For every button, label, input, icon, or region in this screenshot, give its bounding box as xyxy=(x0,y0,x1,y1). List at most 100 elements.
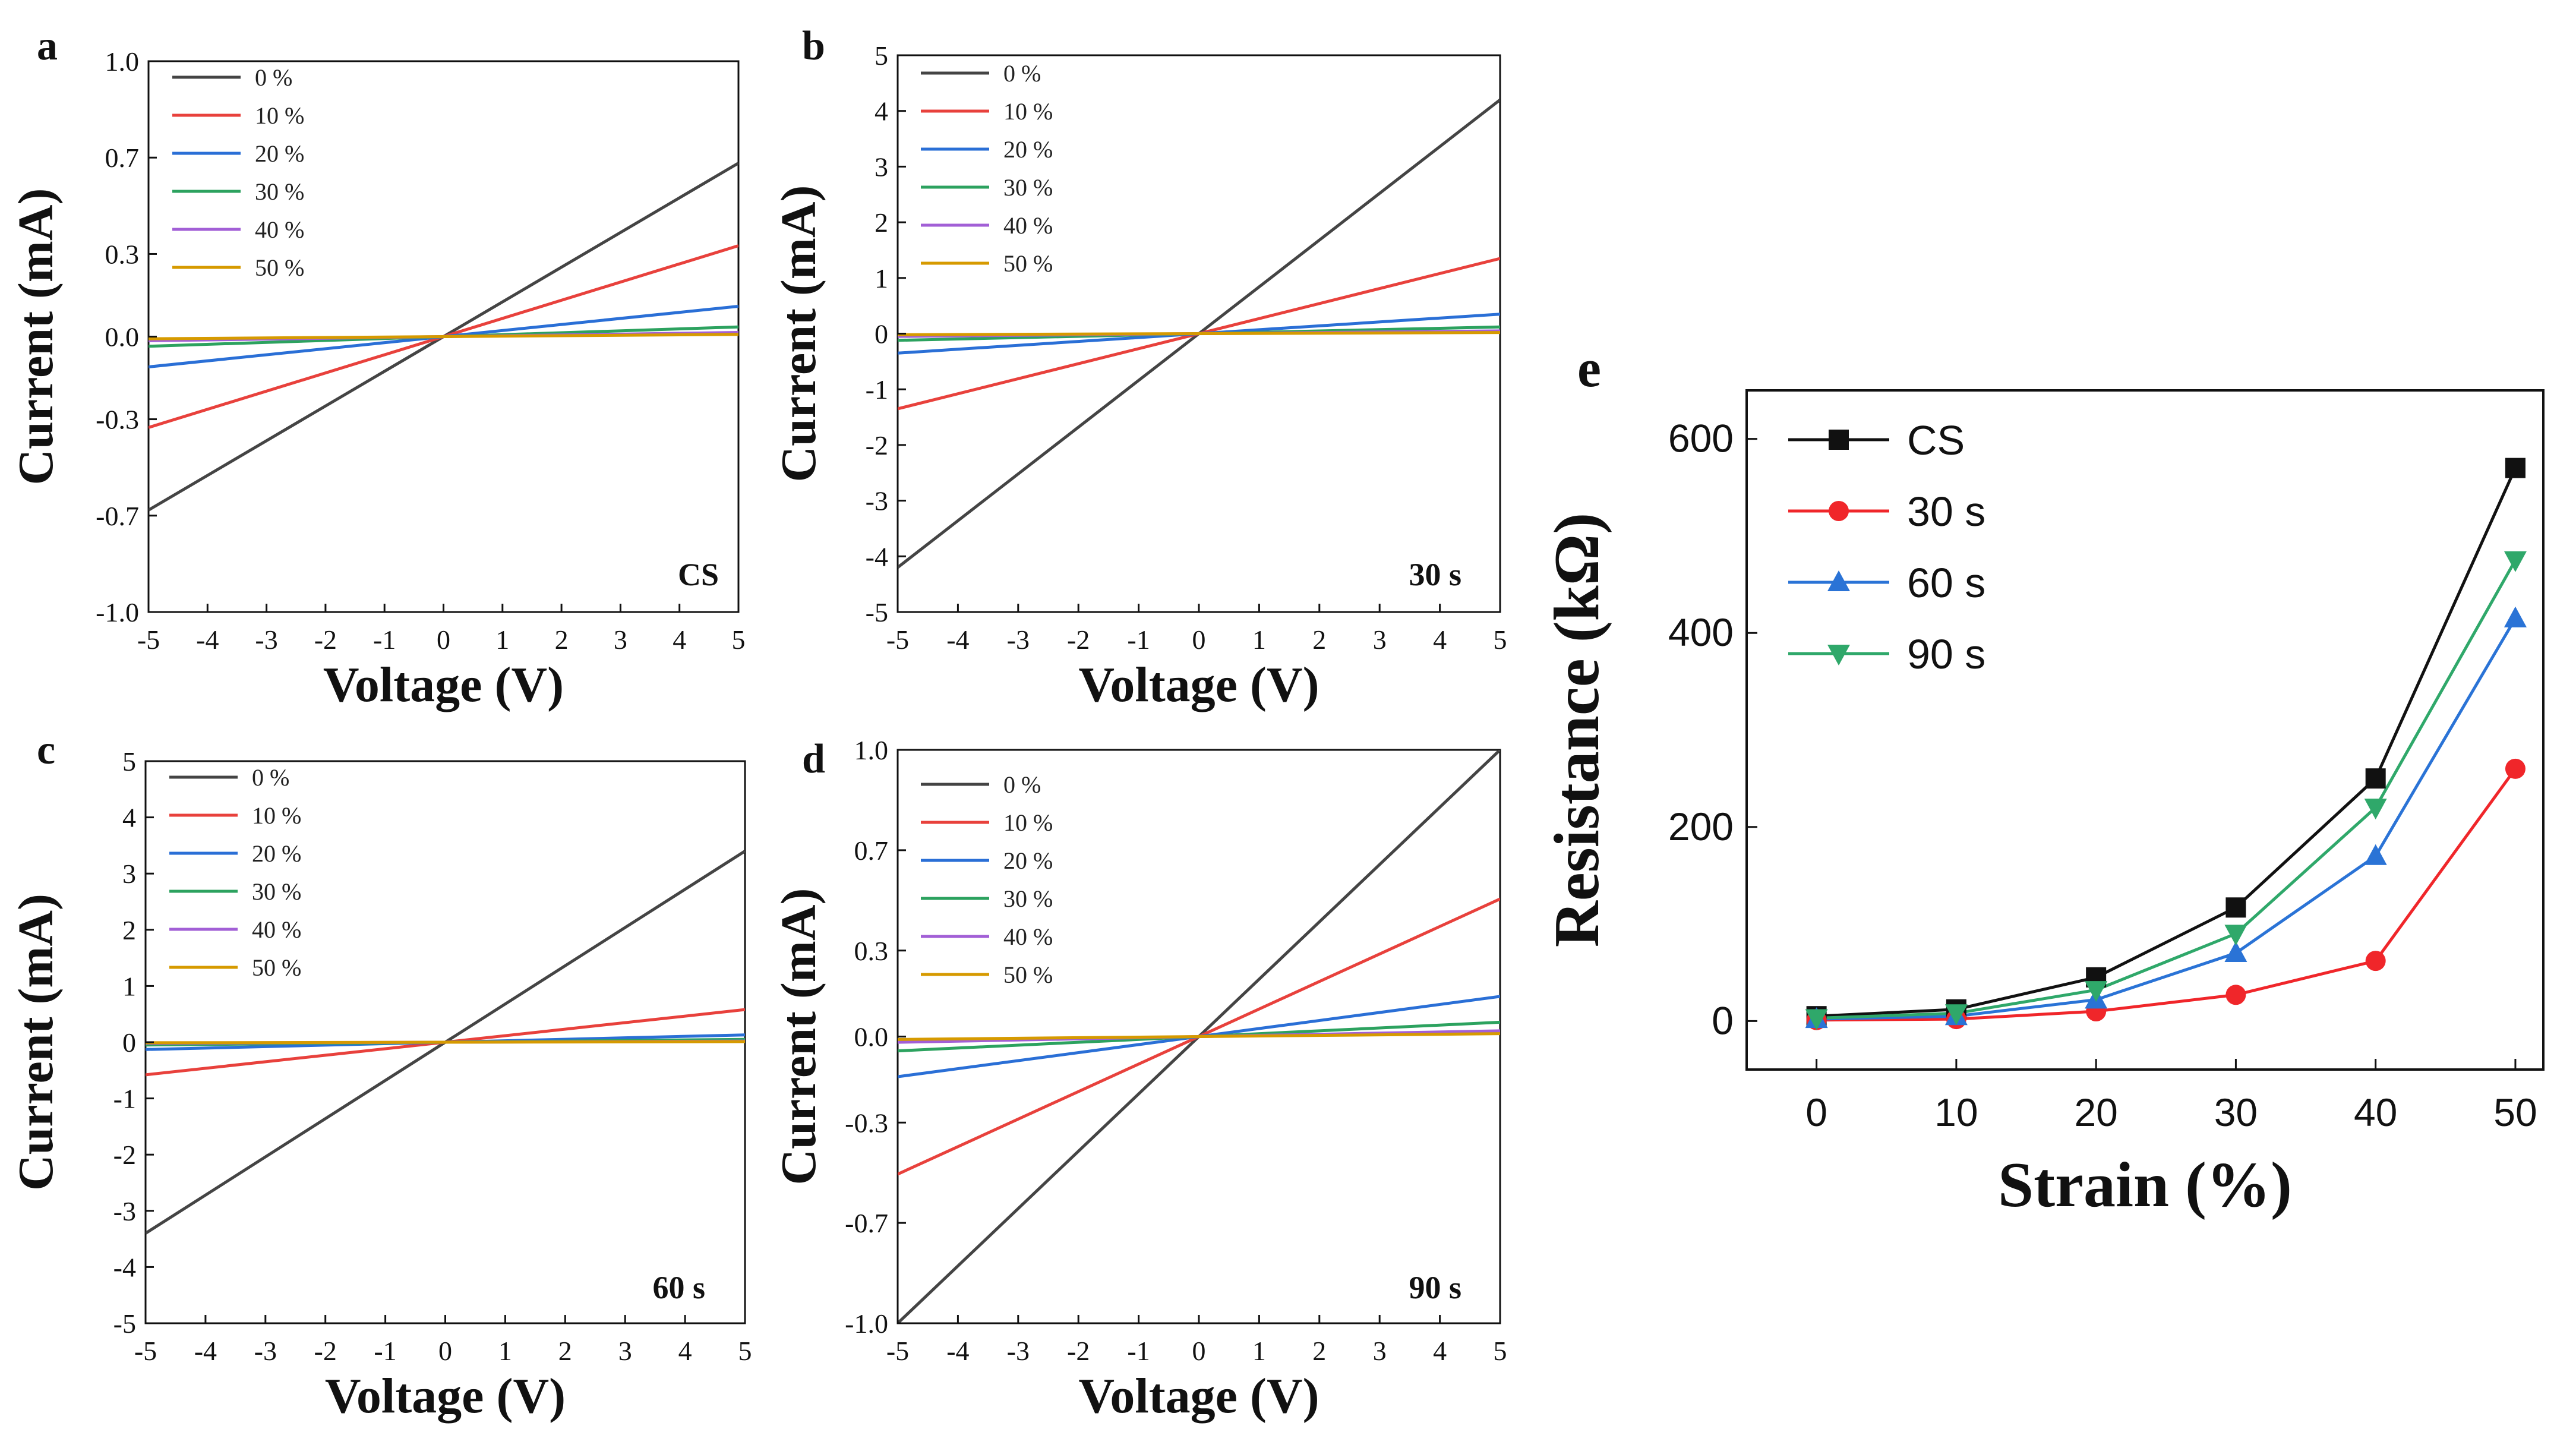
y-tick-label: -5 xyxy=(866,597,888,627)
x-tick-label: 5 xyxy=(1494,1336,1507,1366)
y-tick-label: 0 xyxy=(875,319,888,349)
x-tick-label: 4 xyxy=(1433,624,1447,655)
data-point-e-2-3 xyxy=(2224,941,2247,963)
legend-label: CS xyxy=(1907,417,1965,463)
legend: CS 30 s 60 s 90 s xyxy=(1788,417,1985,677)
x-tick-label: -3 xyxy=(1007,1336,1030,1366)
y-tick-label: 1 xyxy=(122,971,136,1001)
legend-label: 10 % xyxy=(1003,98,1053,125)
series-line-e-0 xyxy=(1816,467,2517,1018)
x-tick-label: -4 xyxy=(946,1336,969,1366)
legend-marker xyxy=(1827,570,1850,591)
panel-annotation: 60 s xyxy=(652,1270,705,1305)
series-line-b-5 xyxy=(898,331,1500,336)
legend-label: 60 s xyxy=(1907,560,1985,606)
y-tick-label: 4 xyxy=(875,96,888,127)
y-tick-label: 0.3 xyxy=(105,239,140,269)
data-point-e-3-2 xyxy=(2085,981,2108,1002)
legend-label: 0 % xyxy=(1003,771,1041,798)
y-tick-label: -2 xyxy=(113,1140,136,1170)
series-group xyxy=(149,162,738,512)
legend-label: 10 % xyxy=(252,802,301,829)
series-line-e-3 xyxy=(1816,559,2517,1020)
x-tick-label: 2 xyxy=(1312,624,1326,655)
y-tick-label: -1.0 xyxy=(845,1308,888,1339)
y-tick-label: -3 xyxy=(113,1196,136,1226)
x-tick-label: 0 xyxy=(1805,1090,1827,1134)
y-tick-label: 1 xyxy=(875,263,888,294)
legend-marker xyxy=(1827,645,1850,665)
y-tick-label: -0.3 xyxy=(96,405,139,435)
y-tick-label: 0.0 xyxy=(854,1022,889,1052)
x-tick-label: 0 xyxy=(438,1336,452,1366)
y-tick-label: 4 xyxy=(122,803,136,833)
x-tick-label: 0 xyxy=(437,624,450,655)
legend-label: 50 % xyxy=(1003,961,1053,988)
legend-label: 40 % xyxy=(255,216,304,243)
y-tick-label: -3 xyxy=(866,486,888,516)
legend-label: 30 % xyxy=(1003,885,1053,912)
y-axis-label: Current (mA) xyxy=(771,185,826,482)
x-tick-label: -2 xyxy=(314,1336,337,1366)
series-group xyxy=(898,98,1500,569)
y-tick-label: 5 xyxy=(875,40,888,71)
legend-label: 40 % xyxy=(252,916,301,943)
x-tick-label: -5 xyxy=(134,1336,157,1366)
series-line-d-5 xyxy=(898,1032,1500,1041)
legend-label: 50 % xyxy=(1003,250,1053,277)
legend-label: 50 % xyxy=(252,954,301,981)
x-tick-label: -1 xyxy=(1127,1336,1150,1366)
y-tick-label: -0.7 xyxy=(845,1208,888,1238)
legend-label: 40 % xyxy=(1003,923,1053,950)
x-tick-label: -4 xyxy=(194,1336,217,1366)
series-line-c-5 xyxy=(146,1040,745,1045)
legend-label: 0 % xyxy=(255,64,292,91)
data-point-e-1-5 xyxy=(2505,758,2526,779)
legend-label: 50 % xyxy=(255,254,304,281)
x-tick-label: 3 xyxy=(1373,624,1387,655)
legend-label: 0 % xyxy=(252,764,289,791)
x-tick-label: 4 xyxy=(1433,1336,1447,1366)
x-axis-label: Voltage (V) xyxy=(323,657,564,712)
legend-label: 10 % xyxy=(255,102,304,129)
panel-label-b: b xyxy=(802,23,825,69)
x-tick-label: 3 xyxy=(1373,1336,1387,1366)
data-point-e-3-5 xyxy=(2504,551,2527,572)
y-axis-label: Current (mA) xyxy=(771,888,826,1185)
x-tick-label: -1 xyxy=(373,624,396,655)
data-point-e-1-4 xyxy=(2365,951,2386,971)
y-tick-label: -1 xyxy=(866,374,888,405)
y-tick-label: 2 xyxy=(122,915,136,945)
x-tick-label: -5 xyxy=(137,624,160,655)
series-group xyxy=(1816,467,2517,1022)
x-tick-label: -1 xyxy=(374,1336,396,1366)
legend-label: 20 % xyxy=(1003,136,1053,163)
y-tick-label: 3 xyxy=(875,152,888,182)
panel-d: d -5 -4 -3 -2 -1 0 1 2 3 4 5 -1.0 -0.7 -0.3 0.0 0.3 0.7 1.… xyxy=(771,735,1507,1424)
series-group xyxy=(898,750,1500,1323)
x-tick-label: -3 xyxy=(254,1336,277,1366)
panel-e: e 0 10 20 30 40 50 0 200 400 600 Strain (%) Resistan… xyxy=(1542,339,2545,1220)
data-point-e-2-4 xyxy=(2364,844,2387,865)
x-tick-label: 1 xyxy=(498,1336,512,1366)
x-tick-label: 5 xyxy=(732,624,746,655)
x-tick-label: 5 xyxy=(1494,624,1507,655)
x-tick-label: 1 xyxy=(1252,624,1266,655)
y-tick-label: -5 xyxy=(113,1308,136,1339)
x-tick-label: 50 xyxy=(2493,1090,2537,1134)
panel-label-e: e xyxy=(1577,339,1601,398)
x-axis-label: Voltage (V) xyxy=(1078,657,1319,712)
x-tick-label: -2 xyxy=(314,624,337,655)
x-tick-label: 0 xyxy=(1192,624,1206,655)
x-axis-label: Voltage (V) xyxy=(325,1368,566,1424)
legend: 0 % 10 % 20 % 30 % 40 % 50 % xyxy=(921,60,1053,277)
y-tick-label: -0.7 xyxy=(96,501,139,531)
x-tick-label: 1 xyxy=(1252,1336,1266,1366)
x-tick-label: -2 xyxy=(1067,1336,1090,1366)
y-tick-label: -4 xyxy=(113,1252,136,1282)
data-point-e-0-4 xyxy=(2365,768,2386,789)
y-tick-label: -2 xyxy=(866,430,888,460)
x-tick-label: 1 xyxy=(495,624,509,655)
